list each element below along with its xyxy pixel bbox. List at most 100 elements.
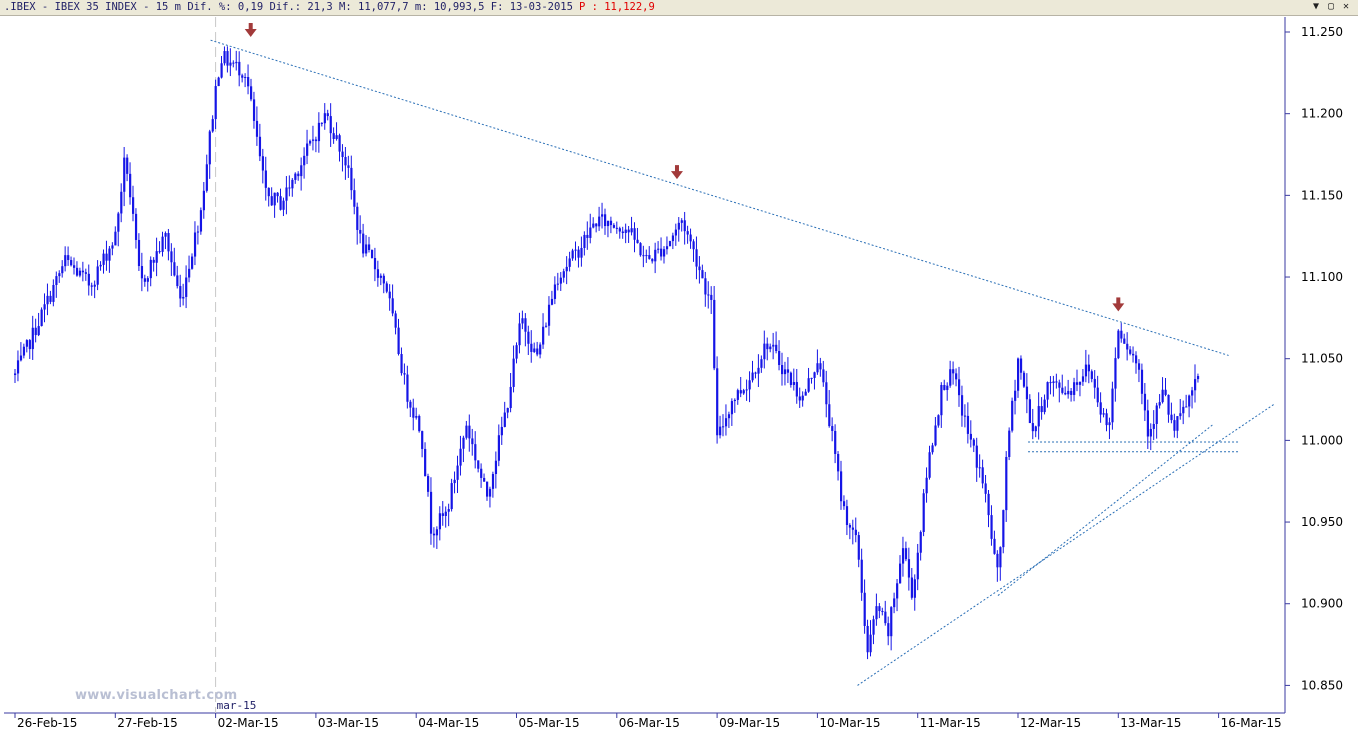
candle-body — [55, 276, 58, 285]
candle-body — [1076, 382, 1079, 385]
close-button[interactable]: ✕ — [1342, 1, 1350, 12]
candle-body — [547, 304, 551, 326]
candle-body — [778, 351, 781, 366]
candle-body — [1090, 371, 1093, 379]
candle-body — [618, 228, 621, 232]
candle-body — [884, 611, 887, 624]
candle-body — [789, 372, 793, 385]
candle-body — [580, 247, 583, 258]
candle-body — [129, 173, 132, 198]
candle-body — [235, 61, 238, 64]
arrow-marker-shaft — [248, 23, 253, 30]
candle-body — [114, 231, 117, 246]
candle-body — [252, 99, 256, 121]
candle-body — [244, 77, 247, 79]
candle-body — [255, 120, 259, 137]
candle-body — [816, 363, 819, 373]
candle-body — [382, 275, 385, 284]
candle-body — [40, 309, 43, 327]
plot-area — [4, 17, 1285, 713]
arrow-marker-head — [1112, 303, 1125, 312]
candle-body — [807, 378, 810, 392]
instrument-info: .IBEX - IBEX 35 INDEX - 15 m Dif. %: 0,1… — [4, 1, 573, 13]
candle-body — [695, 249, 698, 267]
candle-body — [332, 133, 335, 139]
candle-body — [81, 270, 85, 273]
candle-body — [683, 220, 686, 232]
candle-body — [984, 483, 987, 494]
candle-body — [450, 483, 453, 510]
candle-body — [524, 318, 527, 332]
candle-body — [901, 548, 905, 564]
candle-body — [654, 249, 657, 262]
candle-body — [1002, 510, 1005, 548]
y-tick-label: 10.900 — [1301, 597, 1343, 611]
candle-body — [1061, 387, 1064, 393]
candle-body — [781, 365, 784, 375]
candle-body — [388, 291, 391, 299]
candle-body — [497, 435, 500, 461]
candle-body — [1087, 364, 1090, 372]
candle-body — [356, 206, 359, 230]
candle-body — [801, 395, 804, 401]
candle-body — [1164, 389, 1167, 395]
candle-body — [863, 592, 866, 626]
candle-body — [155, 251, 158, 263]
candle-body — [373, 257, 377, 270]
candle-body — [556, 283, 559, 285]
x-tick-label: 03-Mar-15 — [318, 716, 379, 730]
candle-body — [403, 373, 406, 375]
candle-body — [804, 391, 807, 396]
candle-body — [1102, 413, 1105, 415]
candle-body — [958, 379, 961, 396]
candle-body — [441, 513, 444, 516]
candle-body — [444, 511, 447, 516]
candle-body — [1117, 330, 1120, 359]
candle-body — [609, 220, 613, 226]
candle-body — [16, 360, 20, 374]
arrow-marker-head — [670, 171, 683, 180]
candle-body — [975, 445, 978, 468]
candle-body — [105, 253, 108, 261]
maximize-button[interactable]: ▢ — [1327, 1, 1335, 12]
candle-body — [1167, 394, 1170, 415]
candle-body — [819, 363, 822, 370]
candle-body — [937, 415, 940, 426]
candle-body — [99, 264, 102, 267]
candle-body — [474, 444, 477, 461]
candle-body — [126, 157, 129, 174]
candle-body — [329, 116, 332, 134]
candle-body — [834, 430, 837, 454]
candle-body — [955, 373, 958, 380]
candle-body — [134, 213, 138, 240]
candle-body — [208, 131, 211, 165]
candle-body — [1055, 381, 1058, 383]
candle-body — [813, 372, 816, 378]
candle-body — [518, 323, 521, 346]
candle-body — [1005, 456, 1008, 511]
candle-body — [542, 326, 545, 345]
candle-body — [459, 448, 462, 466]
candle-body — [146, 278, 149, 282]
x-tick-label: 13-Mar-15 — [1120, 716, 1181, 730]
candle-body — [783, 369, 787, 375]
candle-body — [1182, 406, 1185, 414]
candle-body — [1078, 381, 1082, 385]
candle-body — [719, 426, 722, 436]
candle-body — [397, 327, 400, 355]
candle-body — [916, 552, 919, 580]
candle-body — [999, 547, 1002, 568]
y-tick-label: 11.250 — [1301, 25, 1343, 39]
candle-body — [182, 296, 185, 299]
candle-body — [966, 415, 970, 434]
candle-body — [199, 210, 203, 232]
candle-body — [96, 266, 99, 285]
candle-body — [362, 233, 365, 254]
candle-body — [1152, 423, 1155, 429]
minimize-button[interactable]: ▼ — [1312, 1, 1320, 12]
candle-body — [601, 214, 604, 217]
candle-body — [320, 122, 323, 124]
candle-body — [663, 249, 666, 257]
candle-body — [37, 326, 40, 336]
candle-body — [152, 259, 155, 263]
